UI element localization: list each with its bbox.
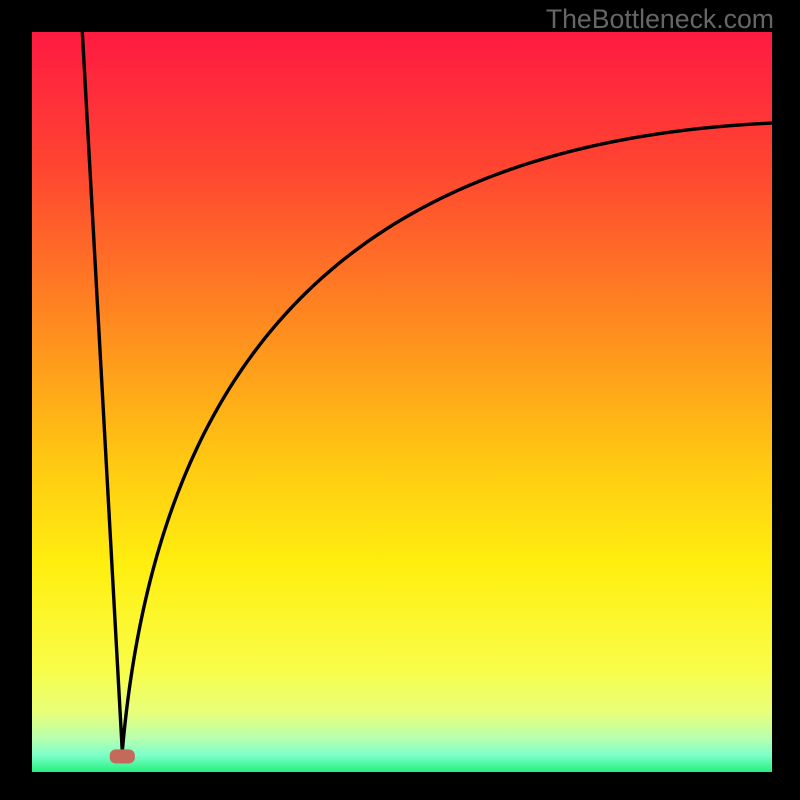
chart-stage: TheBottleneck.com <box>0 0 800 800</box>
gradient-background <box>32 32 772 772</box>
optimum-marker <box>110 749 135 763</box>
plot-area <box>32 32 772 772</box>
watermark-label: TheBottleneck.com <box>546 4 774 35</box>
